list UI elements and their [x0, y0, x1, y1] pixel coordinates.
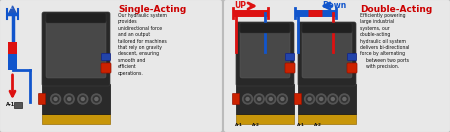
- Circle shape: [279, 96, 286, 102]
- Circle shape: [91, 94, 101, 104]
- Circle shape: [64, 94, 74, 104]
- Text: Down: Down: [322, 1, 346, 11]
- Circle shape: [258, 98, 261, 100]
- FancyBboxPatch shape: [298, 84, 356, 114]
- Circle shape: [306, 96, 313, 102]
- Circle shape: [243, 94, 252, 104]
- Text: Single-Acting: Single-Acting: [118, 5, 186, 14]
- Circle shape: [80, 96, 86, 102]
- FancyBboxPatch shape: [42, 84, 110, 114]
- Circle shape: [308, 98, 311, 100]
- FancyBboxPatch shape: [240, 30, 290, 78]
- FancyBboxPatch shape: [233, 93, 239, 105]
- Text: Efficiently powering
large industrial
systems, our
double-acting
hydraulic oil s: Efficiently powering large industrial sy…: [360, 13, 410, 69]
- Circle shape: [318, 96, 324, 102]
- Circle shape: [52, 96, 59, 102]
- Circle shape: [256, 96, 262, 102]
- FancyBboxPatch shape: [240, 23, 290, 33]
- FancyBboxPatch shape: [236, 22, 294, 86]
- Circle shape: [254, 94, 264, 104]
- Circle shape: [320, 98, 323, 100]
- FancyBboxPatch shape: [298, 114, 356, 124]
- FancyBboxPatch shape: [0, 0, 223, 132]
- Circle shape: [305, 94, 315, 104]
- Circle shape: [68, 98, 71, 100]
- Text: A-2: A-2: [314, 123, 322, 127]
- FancyBboxPatch shape: [294, 93, 302, 105]
- Circle shape: [50, 94, 61, 104]
- Text: A-1: A-1: [297, 123, 305, 127]
- Text: Double-Acting: Double-Acting: [360, 5, 432, 14]
- Bar: [8, 42, 17, 54]
- FancyBboxPatch shape: [101, 63, 111, 73]
- Circle shape: [95, 98, 98, 100]
- Circle shape: [244, 96, 251, 102]
- Bar: [8, 54, 17, 70]
- FancyBboxPatch shape: [347, 63, 357, 73]
- Circle shape: [339, 94, 349, 104]
- FancyBboxPatch shape: [39, 93, 45, 105]
- Circle shape: [78, 94, 88, 104]
- Circle shape: [269, 98, 272, 100]
- FancyBboxPatch shape: [42, 114, 110, 124]
- FancyBboxPatch shape: [285, 63, 295, 73]
- Circle shape: [329, 96, 336, 102]
- Circle shape: [341, 96, 347, 102]
- Circle shape: [281, 98, 284, 100]
- Text: Our hydraulic system
provides
unidirectional force
and an output
tailored for ma: Our hydraulic system provides unidirecti…: [118, 13, 167, 76]
- Bar: [14, 102, 22, 108]
- FancyBboxPatch shape: [302, 23, 352, 33]
- FancyBboxPatch shape: [46, 13, 106, 23]
- Circle shape: [277, 94, 288, 104]
- Circle shape: [66, 96, 72, 102]
- FancyBboxPatch shape: [298, 22, 356, 86]
- FancyBboxPatch shape: [46, 20, 106, 78]
- Circle shape: [328, 94, 338, 104]
- Circle shape: [266, 94, 276, 104]
- FancyBboxPatch shape: [347, 53, 356, 60]
- Circle shape: [268, 96, 274, 102]
- Text: UP: UP: [234, 1, 246, 11]
- Text: 6: 6: [10, 6, 13, 10]
- Text: A-2: A-2: [252, 123, 260, 127]
- Circle shape: [54, 98, 57, 100]
- FancyBboxPatch shape: [236, 84, 294, 114]
- Circle shape: [246, 98, 249, 100]
- FancyBboxPatch shape: [42, 12, 110, 86]
- FancyBboxPatch shape: [285, 53, 294, 60]
- Circle shape: [93, 96, 99, 102]
- FancyBboxPatch shape: [102, 53, 111, 60]
- Polygon shape: [9, 6, 16, 13]
- FancyBboxPatch shape: [302, 30, 352, 78]
- Text: A-1: A-1: [6, 102, 15, 107]
- FancyBboxPatch shape: [236, 114, 294, 124]
- Circle shape: [316, 94, 326, 104]
- Circle shape: [343, 98, 346, 100]
- FancyBboxPatch shape: [223, 0, 450, 132]
- Circle shape: [81, 98, 84, 100]
- Circle shape: [331, 98, 334, 100]
- Text: A-1: A-1: [235, 123, 243, 127]
